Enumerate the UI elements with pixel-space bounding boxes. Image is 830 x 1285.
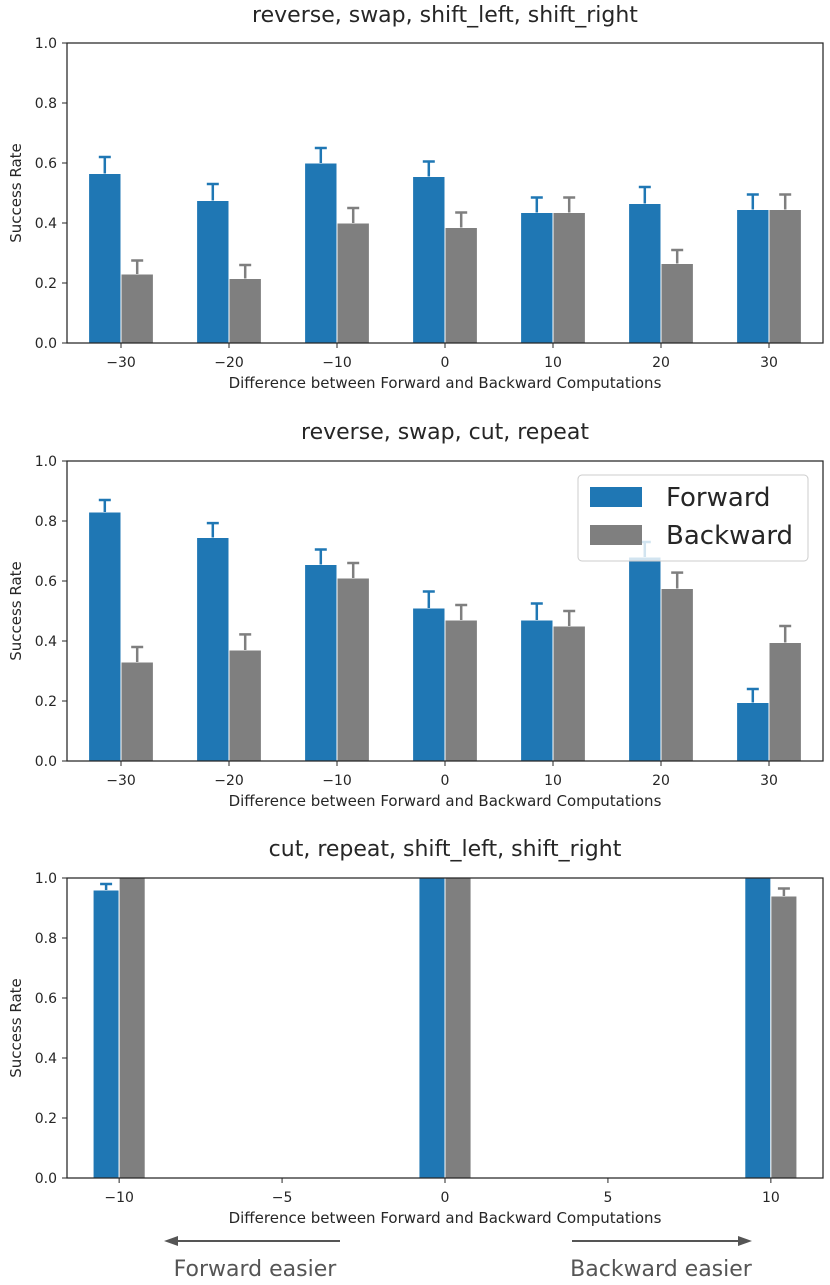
chart-title: cut, repeat, shift_left, shift_right: [269, 837, 622, 862]
forward-bar: [88, 511, 122, 761]
backward-bar: [660, 588, 694, 761]
x-tick-label: 20: [652, 355, 670, 371]
chart-panel-1: reverse, swap, shift_left, shift_right 0.…: [7, 3, 824, 392]
y-tick-label: 0.0: [35, 1171, 57, 1187]
backward-easier-annotation: Backward easier: [570, 1236, 753, 1282]
x-tick-label: 0: [441, 355, 450, 371]
y-tick-label: 1.0: [35, 454, 57, 470]
forward-bar: [412, 176, 446, 343]
bars-group: [92, 878, 798, 1178]
forward-bar: [628, 556, 662, 761]
backward-bar: [444, 878, 472, 1178]
forward-easier-arrowhead: [164, 1236, 178, 1246]
chart-title: reverse, swap, shift_left, shift_right: [252, 3, 638, 28]
y-tick-label: 0.4: [35, 216, 57, 232]
bars-group: [88, 498, 802, 761]
y-tick-label: 0.8: [35, 96, 57, 112]
x-tick-label: 0: [441, 773, 450, 789]
x-tick-label: 10: [762, 1190, 780, 1206]
backward-easier-arrowhead: [738, 1236, 752, 1246]
backward-bar: [120, 273, 154, 343]
forward-easier-annotation: Forward easier: [164, 1236, 340, 1282]
x-tick-label: 30: [760, 355, 778, 371]
forward-bar: [628, 203, 662, 343]
x-tick-label: 5: [603, 1190, 612, 1206]
backward-bar: [444, 619, 478, 761]
forward-bar: [304, 162, 338, 343]
x-tick-label: −10: [104, 1190, 134, 1206]
y-tick-label: 0.2: [35, 276, 57, 292]
y-axis-label: Success Rate: [7, 143, 25, 243]
x-tick-label: −30: [106, 355, 136, 371]
y-tick-label: 1.0: [35, 871, 57, 887]
y-tick-label: 0.8: [35, 514, 57, 530]
forward-bar: [196, 200, 230, 343]
backward-bar: [552, 625, 586, 761]
backward-bar: [768, 642, 802, 761]
forward-bar: [196, 537, 230, 761]
x-tick-label: 20: [652, 773, 670, 789]
backward-bar: [444, 227, 478, 343]
backward-bar: [552, 212, 586, 343]
x-axis-label: Difference between Forward and Backward …: [229, 792, 662, 810]
x-tick-label: −10: [322, 773, 352, 789]
x-tick-label: −20: [214, 355, 244, 371]
backward-bar: [120, 661, 154, 761]
y-tick-label: 0.0: [35, 336, 57, 352]
x-tick-label: 10: [544, 355, 562, 371]
backward-bar: [228, 649, 262, 761]
backward-bar: [660, 263, 694, 343]
backward-bar: [228, 278, 262, 343]
y-tick-label: 0.0: [35, 754, 57, 770]
backward-bar: [336, 577, 370, 761]
x-tick-label: 30: [760, 773, 778, 789]
plots: reverse, swap, shift_left, shift_right 0.…: [7, 3, 824, 1227]
forward-bar: [88, 173, 122, 343]
legend: Forward Backward: [577, 474, 809, 562]
forward-legend-label: Forward: [666, 483, 771, 513]
backward-bar: [770, 895, 798, 1178]
backward-bar: [336, 222, 370, 343]
forward-bar: [736, 209, 770, 343]
y-tick-label: 0.6: [35, 991, 57, 1007]
forward-bar: [736, 702, 770, 761]
y-tick-label: 0.2: [35, 1111, 57, 1127]
y-tick-label: 0.6: [35, 156, 57, 172]
forward-bar: [92, 889, 120, 1178]
y-tick-label: 0.4: [35, 634, 57, 650]
y-tick-label: 1.0: [35, 36, 57, 52]
chart-panel-3: cut, repeat, shift_left, shift_right 0.0 0…: [7, 837, 824, 1227]
y-tick-label: 0.8: [35, 931, 57, 947]
forward-bar: [418, 878, 446, 1178]
y-tick-label: 0.6: [35, 574, 57, 590]
forward-bar: [304, 564, 338, 761]
y-axis-label: Success Rate: [7, 978, 25, 1078]
x-tick-label: −10: [322, 355, 352, 371]
chart-panel-2: reverse, swap, cut, repeat 0.0 0.2 0.4 0.6 0.…: [7, 420, 824, 810]
forward-bar: [744, 878, 772, 1178]
x-tick-label: −5: [272, 1190, 293, 1206]
x-axis-label: Difference between Forward and Backward …: [229, 1209, 662, 1227]
backward-legend-label: Backward: [666, 521, 793, 551]
x-tick-label: −20: [214, 773, 244, 789]
x-tick-label: 0: [441, 1190, 450, 1206]
y-tick-label: 0.2: [35, 694, 57, 710]
forward-bar: [520, 619, 554, 761]
chart-title: reverse, swap, cut, repeat: [301, 420, 589, 445]
backward-bar: [768, 209, 802, 343]
x-tick-label: −30: [106, 773, 136, 789]
forward-easier-label: Forward easier: [174, 1257, 338, 1282]
forward-bar: [412, 607, 446, 761]
x-axis-label: Difference between Forward and Backward …: [229, 374, 662, 392]
backward-legend-swatch: [590, 525, 642, 545]
backward-easier-label: Backward easier: [570, 1257, 753, 1282]
x-tick-label: 10: [544, 773, 562, 789]
forward-legend-swatch: [590, 487, 642, 507]
backward-bar: [118, 878, 146, 1178]
y-tick-label: 0.4: [35, 1051, 57, 1067]
bars-group: [88, 146, 802, 343]
y-axis-label: Success Rate: [7, 561, 25, 661]
forward-bar: [520, 212, 554, 343]
